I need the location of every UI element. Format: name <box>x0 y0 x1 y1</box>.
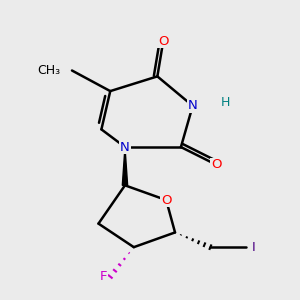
Text: O: O <box>161 194 171 207</box>
Text: I: I <box>252 241 255 254</box>
Text: N: N <box>188 99 198 112</box>
Text: N: N <box>120 141 130 154</box>
Polygon shape <box>122 147 128 185</box>
Text: F: F <box>100 270 107 283</box>
Text: CH₃: CH₃ <box>37 64 60 77</box>
Text: O: O <box>158 34 169 48</box>
Text: H: H <box>220 96 230 110</box>
Text: O: O <box>211 158 221 171</box>
